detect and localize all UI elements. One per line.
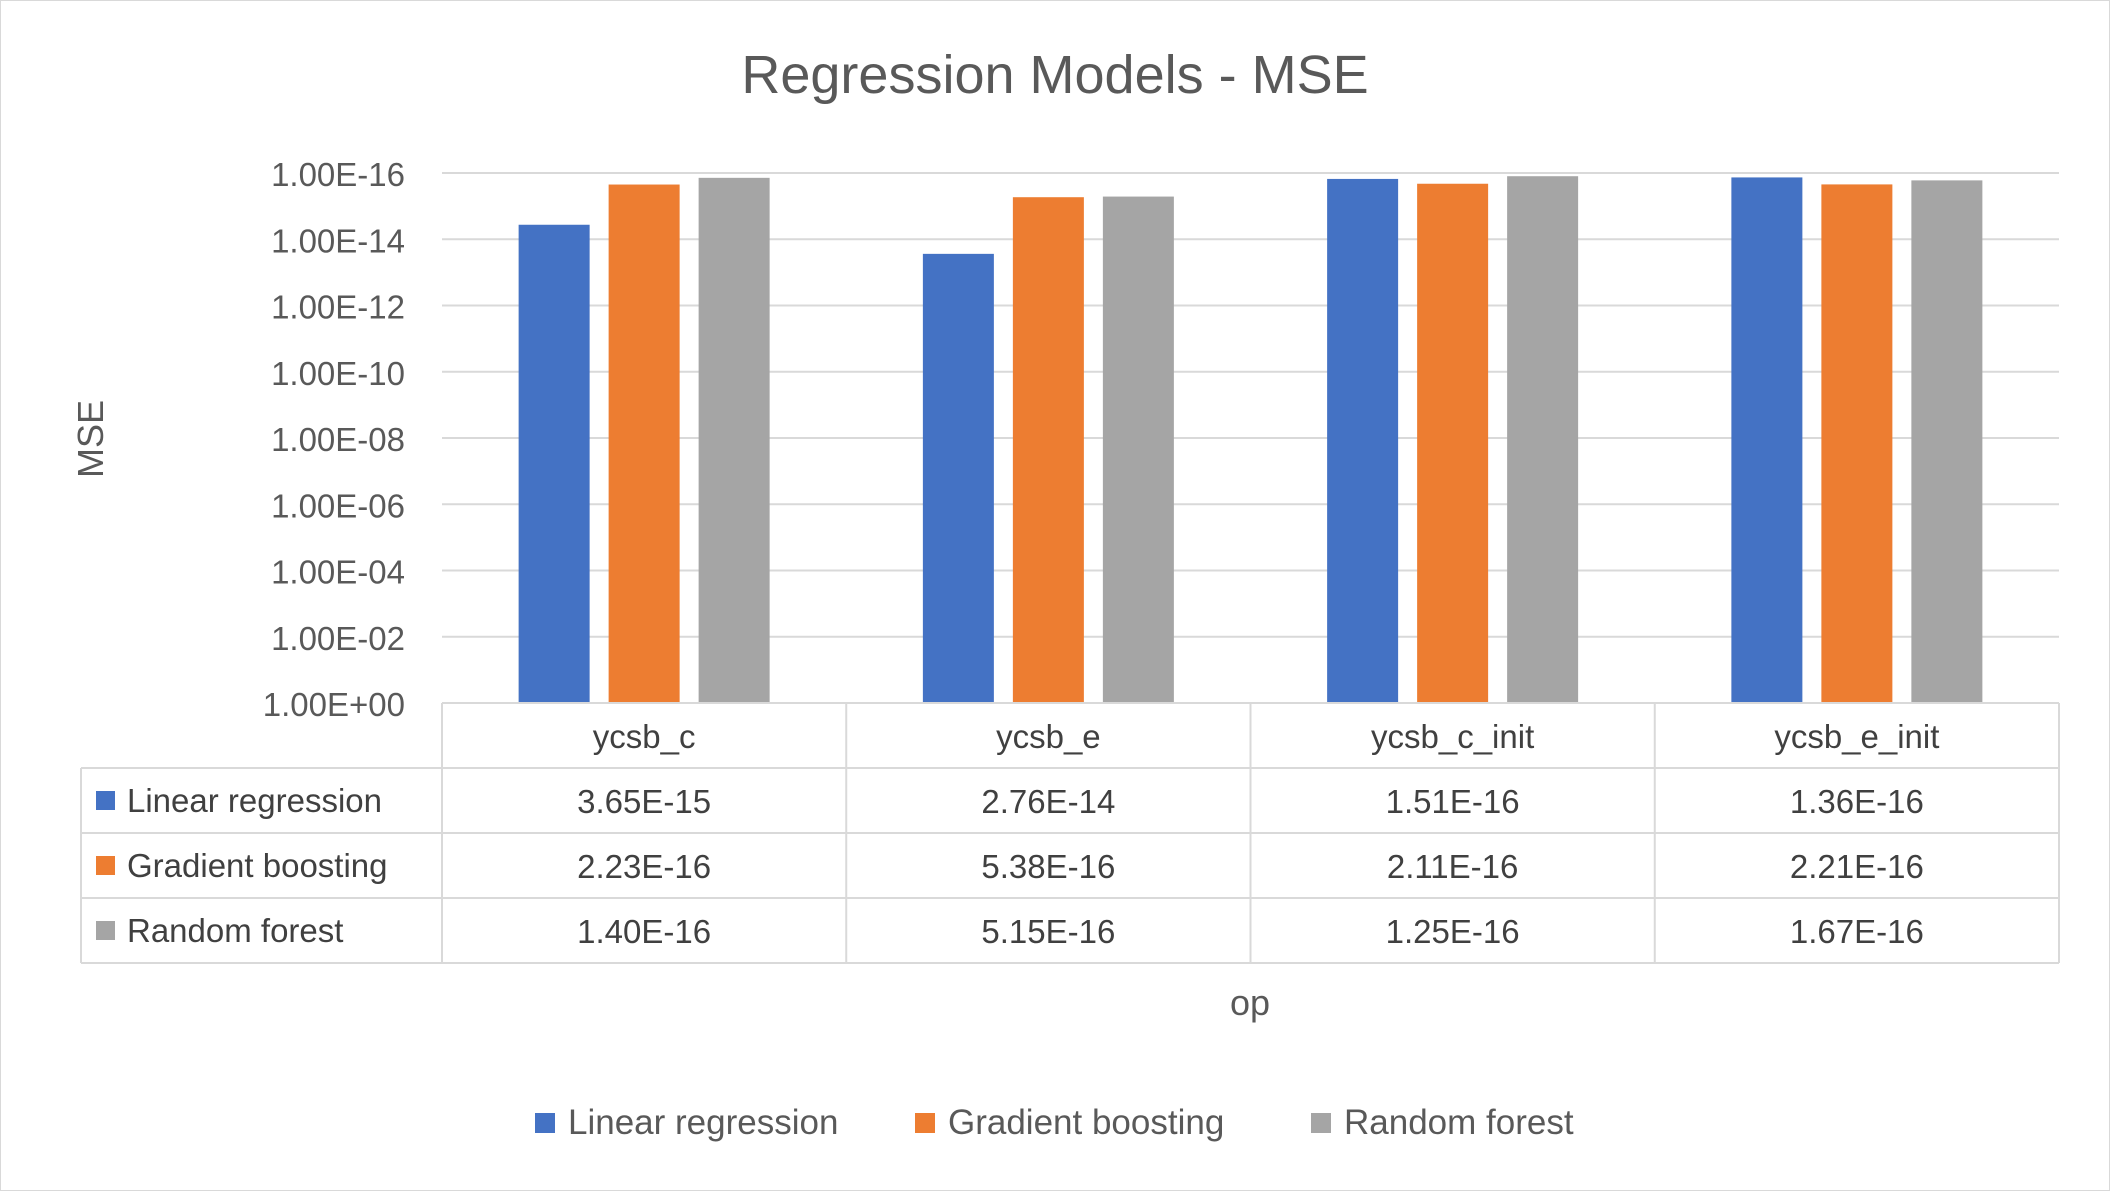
data-label: 2.21E-16 <box>1790 848 1924 885</box>
bar <box>1507 176 1579 703</box>
bars <box>518 176 1983 704</box>
y-tick-label: 1.00E-04 <box>271 554 405 591</box>
data-label: 1.36E-16 <box>1790 783 1924 820</box>
category-label: ycsb_e <box>996 718 1101 755</box>
y-tick-label: 1.00E-14 <box>271 222 405 259</box>
bar <box>1102 196 1174 703</box>
category-label: ycsb_c_init <box>1371 718 1534 755</box>
bar <box>698 177 770 704</box>
data-label: 1.51E-16 <box>1386 783 1520 820</box>
table-legend-swatch <box>96 921 115 940</box>
table-series-name: Linear regression <box>127 782 382 819</box>
y-tick-labels: 1.00E+00 1.00E-02 1.00E-04 1.00E-06 1.00E-08… <box>263 156 405 723</box>
data-table: ycsb_c ycsb_e ycsb_c_init ycsb_e_init Linear… <box>80 702 2060 964</box>
y-tick-label: 1.00E-10 <box>271 355 405 392</box>
category-label: ycsb_e_init <box>1774 718 1939 755</box>
table-legend-swatch <box>96 856 115 875</box>
bar <box>1327 178 1399 704</box>
bar <box>1417 183 1489 704</box>
data-label: 5.38E-16 <box>981 848 1115 885</box>
y-axis-label: MSE <box>70 400 111 478</box>
bar <box>1731 177 1803 704</box>
y-tick-label: 1.00E-12 <box>271 289 405 326</box>
legend: Linear regression Gradient boosting Random… <box>535 1103 1574 1142</box>
data-label: 2.23E-16 <box>577 848 711 885</box>
y-tick-label: 1.00E-06 <box>271 487 405 524</box>
legend-label: Gradient boosting <box>948 1103 1224 1142</box>
bar <box>608 184 680 703</box>
legend-swatch <box>1311 1113 1331 1133</box>
bar <box>518 224 590 703</box>
legend-label: Random forest <box>1344 1103 1574 1142</box>
table-series-name: Random forest <box>127 912 343 949</box>
data-label: 2.11E-16 <box>1387 848 1518 885</box>
y-tick-label: 1.00E-16 <box>271 156 405 193</box>
legend-swatch <box>915 1113 935 1133</box>
data-label: 1.25E-16 <box>1386 913 1520 950</box>
bar <box>922 253 994 704</box>
legend-swatch <box>535 1113 555 1133</box>
legend-label: Linear regression <box>568 1103 838 1142</box>
y-tick-label: 1.00E+00 <box>263 686 405 723</box>
x-axis-label: op <box>1230 982 1270 1023</box>
data-label: 3.65E-15 <box>577 783 711 820</box>
bar <box>1911 180 1983 703</box>
y-tick-label: 1.00E-08 <box>271 421 405 458</box>
gridlines <box>442 172 2059 638</box>
bar <box>1821 184 1893 704</box>
data-label: 1.67E-16 <box>1790 913 1924 950</box>
data-label: 1.40E-16 <box>577 913 711 950</box>
table-series-name: Gradient boosting <box>127 847 388 884</box>
chart-title: Regression Models - MSE <box>741 45 1368 105</box>
bar <box>1012 197 1084 704</box>
table-legend-swatch <box>96 791 115 810</box>
data-label: 5.15E-16 <box>981 913 1115 950</box>
y-tick-label: 1.00E-02 <box>271 620 405 657</box>
category-label: ycsb_c <box>593 718 696 755</box>
data-label: 2.76E-14 <box>981 783 1115 820</box>
